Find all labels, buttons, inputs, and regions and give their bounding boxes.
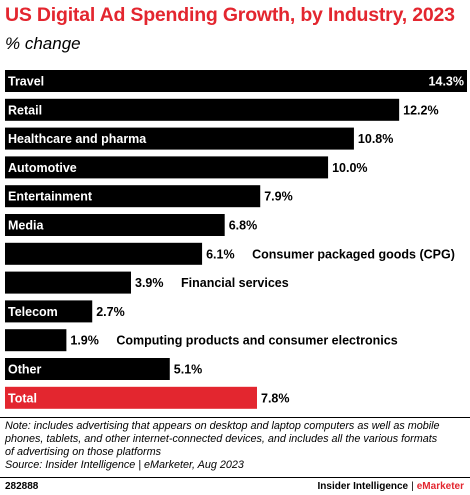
note-line: phones, tablets, and other internet-conn… bbox=[5, 433, 438, 445]
footer: 282888 Insider Intelligence | eMarketer bbox=[0, 478, 470, 495]
value-label-telecom: 2.7% bbox=[96, 305, 125, 319]
note-line: Note: includes advertising that appears … bbox=[5, 420, 440, 432]
bar-entertainment bbox=[5, 185, 261, 208]
bar-computing-products-and-consumer-electronics bbox=[5, 329, 67, 352]
brand-separator: | bbox=[411, 481, 414, 492]
category-label-retail: Retail bbox=[8, 103, 42, 117]
bar-automotive bbox=[5, 156, 329, 179]
chart-title: US Digital Ad Spending Growth, by Indust… bbox=[5, 4, 455, 26]
category-label-telecom: Telecom bbox=[8, 305, 58, 319]
source-line: Source: Insider Intelligence | eMarketer… bbox=[5, 459, 244, 471]
bar-financial-services bbox=[5, 271, 131, 294]
bar-media bbox=[5, 214, 225, 236]
value-label-retail: 12.2% bbox=[403, 103, 438, 117]
brand-insider-intelligence: Insider Intelligence bbox=[317, 481, 409, 492]
value-label-entertainment: 7.9% bbox=[264, 190, 293, 204]
brand: Insider Intelligence | eMarketer bbox=[318, 481, 464, 492]
value-label-media: 6.8% bbox=[229, 219, 258, 233]
divider-footer bbox=[0, 477, 470, 478]
value-label-financial-services: 3.9% bbox=[135, 276, 164, 290]
bar-other bbox=[5, 358, 170, 380]
bar-total bbox=[5, 386, 257, 409]
category-label-total: Total bbox=[8, 391, 37, 405]
category-label-computing-products-and-consumer-electronics: Computing products and consumer electron… bbox=[116, 334, 397, 348]
value-label-healthcare-and-pharma: 10.8% bbox=[358, 132, 393, 146]
value-label-automotive: 10.0% bbox=[332, 161, 367, 175]
bar-chart: Travel 14.3% Retail 12.2% Healthcare and pha… bbox=[5, 70, 467, 409]
chart-note: Note: includes advertising that appears … bbox=[5, 420, 467, 472]
category-label-financial-services: Financial services bbox=[181, 276, 289, 290]
chart-subtitle: % change bbox=[5, 34, 81, 53]
bar-consumer-packaged-goods-cpg bbox=[5, 242, 203, 265]
bar-healthcare-and-pharma bbox=[5, 127, 354, 150]
note-line: of advertising on those platforms bbox=[5, 446, 162, 458]
value-label-consumer-packaged-goods-cpg: 6.1% bbox=[206, 247, 235, 261]
category-label-media: Media bbox=[8, 219, 44, 233]
category-label-consumer-packaged-goods-cpg: Consumer packaged goods (CPG) bbox=[252, 247, 455, 261]
divider-note bbox=[0, 417, 470, 418]
bar-travel bbox=[5, 70, 467, 92]
value-label-other: 5.1% bbox=[174, 363, 203, 377]
category-label-entertainment: Entertainment bbox=[8, 190, 93, 204]
category-label-automotive: Automotive bbox=[8, 161, 77, 175]
value-label-total: 7.8% bbox=[261, 391, 290, 405]
bar-telecom bbox=[5, 300, 93, 323]
bar-retail bbox=[5, 98, 400, 121]
category-label-travel: Travel bbox=[8, 75, 44, 89]
brand-emarketer: eMarketer bbox=[416, 481, 464, 492]
chart-id: 282888 bbox=[5, 481, 39, 492]
value-label-computing-products-and-consumer-electronics: 1.9% bbox=[70, 334, 99, 348]
category-label-healthcare-and-pharma: Healthcare and pharma bbox=[8, 132, 147, 146]
category-label-other: Other bbox=[8, 363, 41, 377]
value-label-travel: 14.3% bbox=[429, 75, 464, 89]
